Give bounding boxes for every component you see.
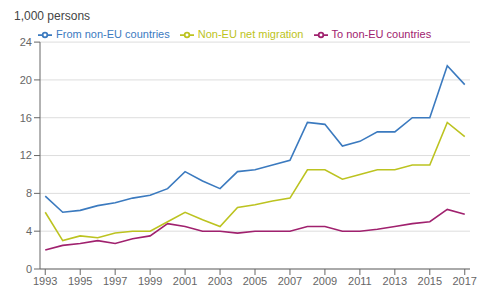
svg-text:2013: 2013 <box>383 275 407 287</box>
svg-text:2009: 2009 <box>313 275 337 287</box>
svg-text:16: 16 <box>20 112 32 124</box>
svg-text:20: 20 <box>20 74 32 86</box>
svg-text:2003: 2003 <box>208 275 232 287</box>
svg-text:8: 8 <box>26 187 32 199</box>
svg-text:2001: 2001 <box>173 275 197 287</box>
svg-text:2007: 2007 <box>278 275 302 287</box>
svg-text:2011: 2011 <box>348 275 372 287</box>
svg-text:12: 12 <box>20 149 32 161</box>
svg-text:1997: 1997 <box>103 275 127 287</box>
html-text:Non-EU net migration: Non-EU net migration <box>197 28 304 40</box>
svg-text:2017: 2017 <box>453 275 477 287</box>
svg-text:2005: 2005 <box>243 275 267 287</box>
svg-text:2015: 2015 <box>418 275 442 287</box>
svg-text:4: 4 <box>26 225 32 237</box>
html-text:1,000 persons: 1,000 persons <box>14 9 91 23</box>
svg-text:0: 0 <box>26 263 32 275</box>
svg-text:1999: 1999 <box>138 275 162 287</box>
html-text:To non-EU countries: To non-EU countries <box>331 28 432 40</box>
svg-text:1993: 1993 <box>33 275 57 287</box>
svg-text:24: 24 <box>20 36 32 48</box>
svg-text:1995: 1995 <box>68 275 92 287</box>
html-text:From non-EU countries: From non-EU countries <box>56 28 170 40</box>
